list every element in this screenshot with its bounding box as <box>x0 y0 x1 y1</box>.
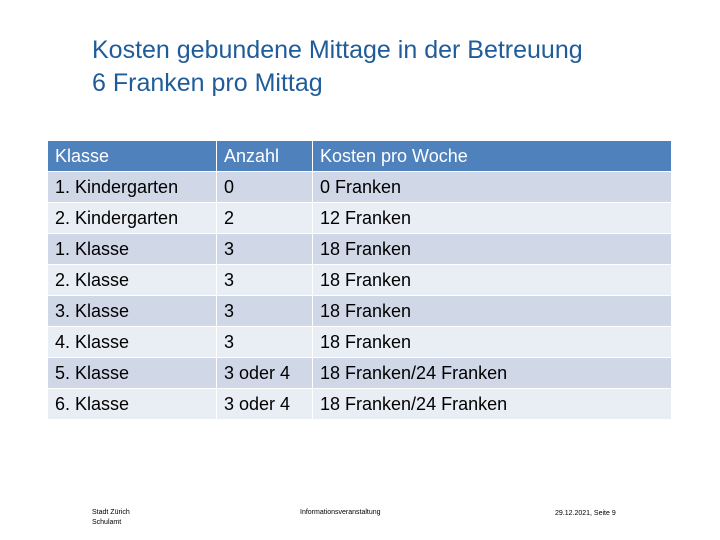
table-cell: 0 Franken <box>313 172 672 202</box>
table-row: 6. Klasse 3 oder 4 18 Franken/24 Franken <box>48 389 672 419</box>
table-row: 1. Kindergarten 0 0 Franken <box>48 172 672 202</box>
table-cell: 1. Kindergarten <box>48 172 217 202</box>
table-cell: 3 oder 4 <box>217 389 313 419</box>
column-header: Klasse <box>48 141 217 171</box>
table-cell: 18 Franken <box>313 234 672 264</box>
table-cell: 4. Klasse <box>48 327 217 357</box>
table-row: 3. Klasse 3 18 Franken <box>48 296 672 326</box>
table-cell: 0 <box>217 172 313 202</box>
table-cell: 12 Franken <box>313 203 672 233</box>
title-line: Kosten gebundene Mittage in der Betreuun… <box>92 36 583 64</box>
date: 29.12.2021, Seite 9 <box>555 510 616 517</box>
column-header: Kosten pro Woche <box>313 141 672 171</box>
table-cell: 3 <box>217 296 313 326</box>
table-cell: 18 Franken <box>313 265 672 295</box>
table-cell: 1. Klasse <box>48 234 217 264</box>
table-cell: 18 Franken/24 Franken <box>313 358 672 388</box>
header-row: Klasse Anzahl Kosten pro Woche <box>48 141 672 171</box>
organization-line: Schulamt <box>92 519 122 526</box>
column-header: Anzahl <box>217 141 313 171</box>
table-cell: 18 Franken <box>313 296 672 326</box>
organization: Stadt Zürich Schulamt <box>92 508 130 528</box>
table-cell: 2. Klasse <box>48 265 217 295</box>
event: Informationsveranstaltung <box>300 509 381 516</box>
table-row: 1. Klasse 3 18 Franken <box>48 234 672 264</box>
table-cell: 6. Klasse <box>48 389 217 419</box>
table-row: 5. Klasse 3 oder 4 18 Franken/24 Franken <box>48 358 672 388</box>
table-cell: 3 <box>217 234 313 264</box>
table-cell: 3. Klasse <box>48 296 217 326</box>
table-row: 2. Kindergarten 2 12 Franken <box>48 203 672 233</box>
table-cell: 3 <box>217 265 313 295</box>
organization-line: Stadt Zürich <box>92 509 130 516</box>
table-body: 1. Kindergarten 0 0 Franken 2. Kindergarten… <box>48 172 672 419</box>
table-row: 4. Klasse 3 18 Franken <box>48 327 672 357</box>
table-cell: 5. Klasse <box>48 358 217 388</box>
table-cell: 18 Franken/24 Franken <box>313 389 672 419</box>
table-cell: 2 <box>217 203 313 233</box>
table-cell: 3 <box>217 327 313 357</box>
cost-table: Klasse Anzahl Kosten pro Woche 1. Kinderga… <box>48 140 672 420</box>
title-line: 6 Franken pro Mittag <box>92 69 323 97</box>
table-cell: 18 Franken <box>313 327 672 357</box>
table-cell: 3 oder 4 <box>217 358 313 388</box>
table-cell: 2. Kindergarten <box>48 203 217 233</box>
table-row: 2. Klasse 3 18 Franken <box>48 265 672 295</box>
